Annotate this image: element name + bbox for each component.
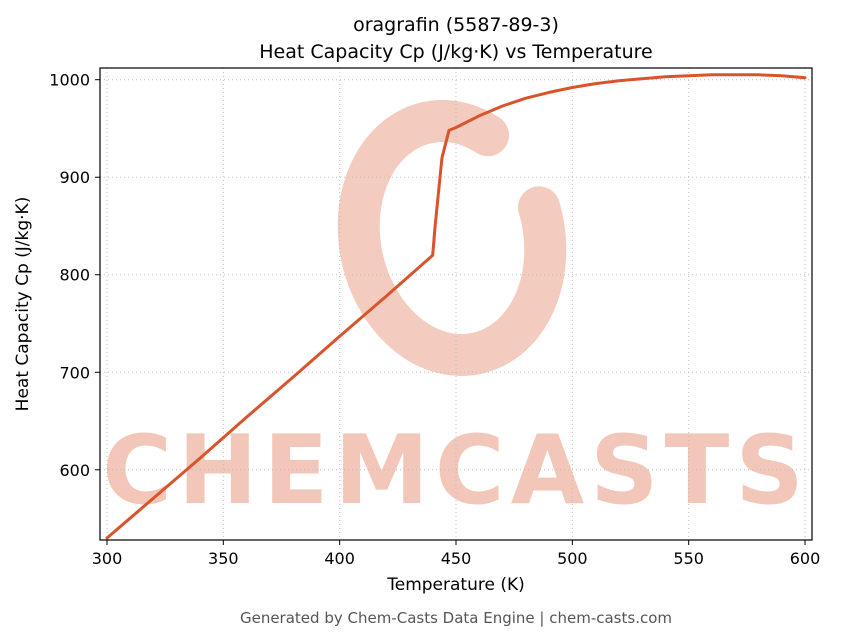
- x-tick-label: 550: [673, 549, 704, 568]
- plot-area: 300 350 400 450 500 550 600 600 700 800 900 1000: [49, 67, 821, 568]
- watermark-logo-icon: [337, 100, 567, 376]
- x-tick-label: 600: [790, 549, 821, 568]
- x-tick-label: 300: [92, 549, 123, 568]
- y-tick-label: 800: [59, 266, 90, 285]
- y-tick-label: 1000: [49, 71, 90, 90]
- chart-title-line2: Heat Capacity Cp (J/kg·K) vs Temperature: [259, 41, 653, 63]
- y-tick-label: 900: [59, 168, 90, 187]
- x-tick-label: 500: [557, 549, 588, 568]
- y-tick-label: 700: [59, 363, 90, 382]
- y-tick-label: 600: [59, 461, 90, 480]
- cp-curve: [105, 73, 807, 540]
- footer-caption: Generated by Chem-Casts Data Engine | ch…: [240, 609, 672, 627]
- watermark-chemcasts-text: CHEMCASTS: [102, 416, 810, 526]
- plot-border: [99, 67, 813, 541]
- x-tick-label: 400: [324, 549, 355, 568]
- x-tick-label: 350: [208, 549, 239, 568]
- x-axis-label: Temperature (K): [386, 575, 525, 595]
- chart-title-line1: oragrafin (5587-89-3): [353, 14, 559, 36]
- x-tick-label: 450: [441, 549, 472, 568]
- y-axis-label: Heat Capacity Cp (J/kg·K): [13, 197, 33, 412]
- watermark-ring-icon: [337, 100, 567, 376]
